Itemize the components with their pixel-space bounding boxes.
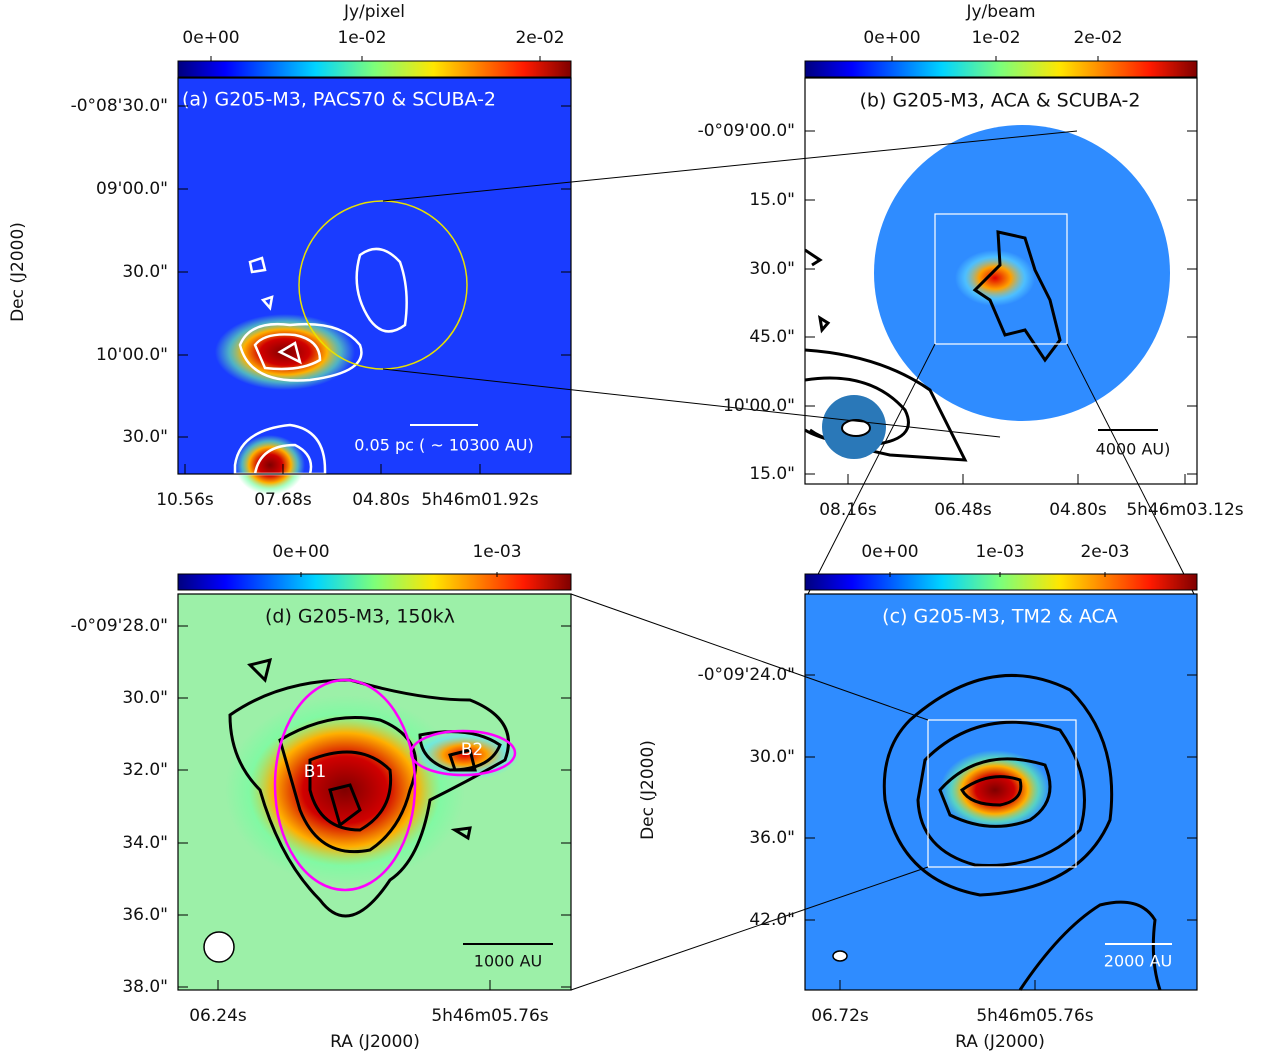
y-tick-label: 10'00.0" [96,345,168,365]
colorbar-label: Jy/beam [965,2,1035,22]
colorbar-tick-label: 2e-02 [515,28,564,48]
x-tick-label: 04.80s [352,490,410,510]
source [940,750,1050,830]
x-tick-label: 06.72s [811,1006,869,1026]
colorbar-tick-label: 2e-03 [1080,542,1129,562]
x-axis-label: RA (J2000) [330,1032,420,1052]
zoom-box [934,213,1068,345]
source-ellipse [409,729,517,777]
frame [177,77,572,475]
beam [841,419,871,437]
colorbar [177,60,572,78]
y-tick-label: 30.0" [122,427,168,447]
frame [804,77,1198,485]
colorbar-tick-label: 0e+00 [182,28,239,48]
y-tick-label: -0°09'24.0" [698,665,795,685]
x-tick-label: 5h46m05.76s [431,1006,548,1026]
beam [832,950,848,962]
y-tick-label: 30.0" [749,259,795,279]
y-tick-label: 45.0" [749,327,795,347]
colorbar-tick-label: 1e-02 [337,28,386,48]
frame [177,593,572,991]
beam [203,931,235,963]
colorbar [804,573,1198,591]
scale-bar-label: 1000 AU [474,952,542,971]
frame [804,593,1198,991]
y-tick-label: 34.0" [122,833,168,853]
y-tick-label: -0°09'28.0" [71,616,168,636]
source [955,250,1035,306]
colorbar-tick-label: 0e+00 [863,28,920,48]
colorbar [177,573,572,591]
colorbar-tick-label: 0e+00 [272,542,329,562]
y-tick-label: 10'00.0" [723,396,795,416]
x-tick-label: 5h46m01.92s [421,490,538,510]
y-tick-label: -0°08'30.0" [71,96,168,116]
panel-title: (d) G205-M3, 150kλ [265,606,455,628]
y-tick-label: 38.0" [122,977,168,997]
y-tick-label: 30.0" [122,688,168,708]
x-tick-label: 06.24s [189,1006,247,1026]
contours [228,657,510,918]
x-tick-label: 07.68s [254,490,312,510]
source-ellipse [273,678,417,892]
y-tick-label: 09'00.0" [96,179,168,199]
connector [382,130,1195,991]
source-label: B2 [461,740,483,760]
x-tick-label: 04.80s [1049,500,1107,520]
y-tick-label: -0°09'00.0" [698,121,795,141]
scale-bar-label: 4000 AU) [1096,440,1171,459]
panel-title: (a) G205-M3, PACS70 & SCUBA-2 [182,89,496,111]
y-tick-label: 15.0" [749,464,795,484]
x-tick-label: 06.48s [934,500,992,520]
panel-title: (c) G205-M3, TM2 & ACA [882,606,1118,628]
x-tick-label: 5h46m05.76s [976,1006,1093,1026]
panel-title: (b) G205-M3, ACA & SCUBA-2 [860,90,1141,112]
colorbar-tick-label: 2e-02 [1073,28,1122,48]
y-tick-label: 30.0" [749,747,795,767]
colorbar-tick-label: 1e-02 [971,28,1020,48]
y-tick-label: 15.0" [749,190,795,210]
colorbar-tick-label: 0e+00 [861,542,918,562]
zoom-box [927,719,1077,868]
x-tick-label: 5h46m03.12s [1126,500,1243,520]
x-tick-label: 10.56s [156,490,214,510]
y-tick-label: 36.0" [749,828,795,848]
colorbar-label: Jy/pixel [343,2,405,22]
source-label: B1 [304,762,326,782]
contours [233,247,408,476]
y-tick-label: 42.0" [749,910,795,930]
contours [882,673,1162,991]
x-tick-label: 08.16s [819,500,877,520]
scale-bar-label: 2000 AU [1104,952,1172,971]
source [235,435,305,495]
colorbar-tick-label: 1e-03 [975,542,1024,562]
scale-bar-label: 0.05 pc ( ~ 10300 AU) [354,436,533,455]
y-axis-label: Dec (J2000) [638,740,658,840]
y-tick-label: 30.0" [122,262,168,282]
x-axis-label: RA (J2000) [955,1032,1045,1052]
colorbar [804,60,1198,78]
colorbar-tick-label: 1e-03 [472,542,521,562]
y-tick-label: 32.0" [122,760,168,780]
image [178,78,571,474]
y-tick-label: 36.0" [122,905,168,925]
y-axis-label: Dec (J2000) [8,222,28,322]
